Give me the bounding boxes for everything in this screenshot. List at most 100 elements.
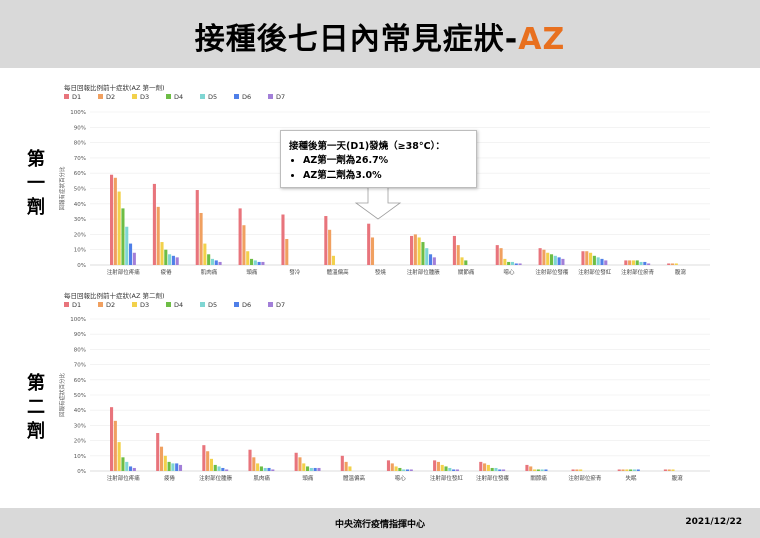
chart1-bar-d2 bbox=[370, 237, 375, 265]
chart1-ytick-label: 70% bbox=[74, 156, 86, 162]
chart2-bar-d6 bbox=[405, 469, 410, 471]
chart1-bar-d2 bbox=[499, 248, 503, 265]
chart1-bar-d2 bbox=[328, 229, 332, 265]
chart2-category-label: 注射部位發紅 bbox=[430, 474, 464, 482]
chart1-bar-d2 bbox=[242, 225, 246, 265]
chart2-bar-d2 bbox=[621, 469, 625, 471]
chart1-ytick-label: 60% bbox=[74, 171, 86, 177]
chart2-bar-d1 bbox=[156, 433, 160, 471]
chart1-bar-d3 bbox=[674, 263, 678, 265]
chart1-category-label: 頭痛 bbox=[246, 268, 258, 276]
chart1-bar-d4 bbox=[507, 261, 511, 265]
page-title: 接種後七日內常見症狀-AZ bbox=[194, 22, 566, 57]
chart1-category-label: 腹瀉 bbox=[675, 268, 687, 276]
chart1-bar-d7 bbox=[218, 261, 222, 265]
chart2-bar-d2 bbox=[206, 451, 210, 471]
chart1-bar-d5 bbox=[639, 261, 643, 265]
chart1-bar-d5 bbox=[553, 255, 557, 265]
chart1-bar-d7 bbox=[432, 257, 436, 265]
chart1-category-label: 關節痛 bbox=[458, 268, 475, 276]
dose2-label: 第二劑 bbox=[27, 373, 45, 442]
chart1-bar-d1 bbox=[538, 248, 542, 265]
chart1-bar-d4 bbox=[549, 254, 554, 265]
chart2-bar-d3 bbox=[625, 469, 629, 471]
chart2-legend-swatch-d6 bbox=[234, 302, 239, 307]
chart1-bar-d4 bbox=[164, 249, 168, 265]
chart2-bar-d5 bbox=[632, 469, 636, 471]
chart2-category-label: 疲倦 bbox=[164, 474, 176, 482]
chart2-category-label: 噁心 bbox=[395, 475, 407, 482]
chart1-category-label: 注射部位發紅 bbox=[578, 268, 612, 276]
chart1-ytick-label: 80% bbox=[74, 141, 86, 147]
chart2-bar-d2 bbox=[483, 463, 487, 471]
chart1-ytick-label: 100% bbox=[70, 110, 86, 116]
chart1-ytick-label: 90% bbox=[74, 125, 86, 131]
chart1-bar-d1 bbox=[110, 174, 114, 265]
chart2-bar-d5 bbox=[540, 469, 544, 471]
chart1-ytick-label: 10% bbox=[74, 248, 86, 254]
chart2-bar-d3 bbox=[209, 458, 214, 471]
chart2-bar-d7 bbox=[409, 469, 413, 471]
chart2-bar-d3 bbox=[394, 466, 398, 471]
chart2-bar-d6 bbox=[544, 469, 548, 471]
chart1-bar-d1 bbox=[667, 263, 671, 265]
chart2-ytick-label: 0% bbox=[77, 469, 86, 475]
chart1-bar-d5 bbox=[125, 226, 129, 265]
chart1-bar-d3 bbox=[160, 242, 164, 265]
chart1-bar-d3 bbox=[503, 258, 507, 265]
chart2-bar-d4 bbox=[213, 464, 217, 471]
chart1-bar-d2 bbox=[670, 263, 675, 265]
chart1-bar-d7 bbox=[132, 252, 136, 265]
chart2-bar-d3 bbox=[348, 466, 352, 471]
chart1-bar-d7 bbox=[175, 257, 179, 265]
chart2-legend-swatch-d4 bbox=[166, 302, 171, 307]
chart2-bar-d2 bbox=[390, 463, 394, 471]
chart1-legend-label-d2: D2 bbox=[106, 93, 115, 101]
chart2-ytick-label: 90% bbox=[74, 332, 86, 338]
chart2-bar-d3 bbox=[163, 455, 167, 471]
chart2-legend-label-d1: D1 bbox=[72, 301, 81, 309]
chart2-ytick-label: 40% bbox=[74, 408, 86, 414]
chart1-bar-d6 bbox=[429, 254, 433, 265]
chart1-bar-d1 bbox=[624, 260, 628, 265]
chart1-legend-swatch-d2 bbox=[98, 94, 103, 99]
chart2-category-label: 體溫偏高 bbox=[343, 474, 366, 482]
chart1-ylabel: 回報有症狀百分比 bbox=[58, 166, 66, 211]
chart1-ytick-label: 40% bbox=[74, 202, 86, 208]
chart2-bar-d4 bbox=[259, 466, 263, 471]
chart2-bar-d6 bbox=[452, 469, 456, 471]
chart2-category-label: 腹瀉 bbox=[672, 474, 684, 482]
header-bar: 接種後七日內常見症狀-AZ bbox=[0, 0, 760, 68]
chart2-category-label: 肌肉痛 bbox=[254, 474, 271, 482]
chart1-bar-d2 bbox=[113, 177, 117, 265]
chart2-category-label: 關節痛 bbox=[530, 474, 547, 482]
chart2-category-label: 注射部位疼痛 bbox=[107, 474, 141, 482]
chart2-bar-d2 bbox=[252, 457, 256, 471]
chart1-category-label: 注射部位腫脹 bbox=[407, 268, 441, 276]
chart2-bar-d2 bbox=[298, 457, 302, 471]
chart2-bar-d1 bbox=[433, 460, 437, 471]
chart1-bar-d4 bbox=[421, 242, 425, 265]
chart2-bar-d5 bbox=[309, 467, 313, 471]
chart2-bar-d5 bbox=[125, 461, 129, 471]
chart2-bar-d1 bbox=[202, 445, 206, 471]
chart2-bar-d1 bbox=[110, 407, 114, 471]
chart2-bar-d2 bbox=[529, 466, 533, 471]
chart1-category-label: 噁心 bbox=[504, 269, 516, 276]
chart1-bar-d4 bbox=[635, 260, 639, 265]
footer-bar: 中央流行疫情指揮中心 2021/12/22 bbox=[0, 508, 760, 538]
chart2-bar-d1 bbox=[386, 460, 391, 471]
chart2-ylabel: 回報有症狀百分比 bbox=[58, 373, 66, 418]
chart1-bar-d6 bbox=[600, 258, 604, 265]
chart1-bar-d6 bbox=[257, 261, 261, 265]
chart2-bar-d6 bbox=[129, 466, 133, 471]
chart2-ytick-label: 80% bbox=[74, 347, 86, 353]
chart2-bar-d4 bbox=[167, 461, 171, 471]
chart2-ytick-label: 100% bbox=[70, 317, 86, 323]
chart2-bar-d3 bbox=[302, 463, 306, 471]
chart1-bar-d6 bbox=[514, 263, 518, 265]
chart1-bar-d6 bbox=[214, 260, 218, 265]
chart1-legend-swatch-d1 bbox=[64, 94, 69, 99]
chart1-bar-d4 bbox=[207, 254, 211, 265]
